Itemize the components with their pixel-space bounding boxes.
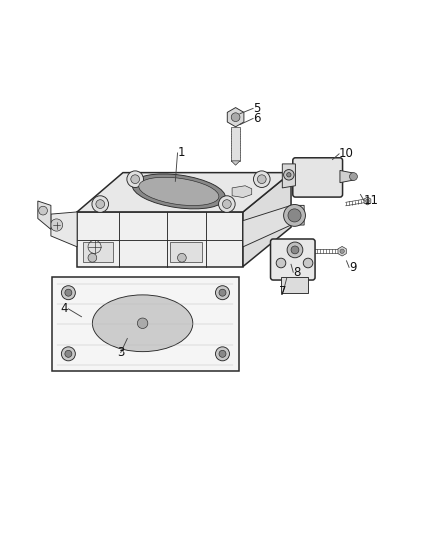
Circle shape bbox=[288, 209, 301, 222]
Circle shape bbox=[287, 242, 303, 258]
Text: 6: 6 bbox=[253, 112, 261, 125]
Text: 9: 9 bbox=[349, 261, 357, 274]
Circle shape bbox=[366, 199, 369, 203]
Polygon shape bbox=[38, 201, 51, 229]
Polygon shape bbox=[243, 173, 291, 266]
Polygon shape bbox=[340, 171, 353, 183]
Circle shape bbox=[50, 219, 63, 231]
Circle shape bbox=[61, 286, 75, 300]
Circle shape bbox=[284, 205, 305, 227]
Polygon shape bbox=[170, 243, 201, 262]
Polygon shape bbox=[243, 205, 304, 247]
Polygon shape bbox=[77, 212, 243, 266]
Text: 1: 1 bbox=[177, 147, 185, 159]
Ellipse shape bbox=[132, 174, 226, 209]
Text: 11: 11 bbox=[364, 194, 379, 207]
Circle shape bbox=[127, 171, 144, 188]
Circle shape bbox=[219, 196, 235, 212]
Circle shape bbox=[177, 253, 186, 262]
Circle shape bbox=[96, 200, 105, 208]
Text: 4: 4 bbox=[61, 302, 68, 316]
Ellipse shape bbox=[139, 177, 219, 206]
Ellipse shape bbox=[92, 295, 193, 352]
Circle shape bbox=[258, 175, 266, 183]
Circle shape bbox=[303, 258, 313, 268]
Circle shape bbox=[65, 289, 72, 296]
Circle shape bbox=[215, 286, 230, 300]
Polygon shape bbox=[77, 173, 291, 212]
Circle shape bbox=[291, 246, 299, 254]
Circle shape bbox=[65, 350, 72, 357]
Circle shape bbox=[219, 350, 226, 357]
Polygon shape bbox=[281, 277, 308, 293]
FancyBboxPatch shape bbox=[271, 239, 315, 280]
Polygon shape bbox=[227, 108, 244, 127]
Circle shape bbox=[131, 175, 140, 183]
Polygon shape bbox=[51, 212, 77, 247]
Circle shape bbox=[61, 347, 75, 361]
FancyBboxPatch shape bbox=[293, 158, 343, 197]
Polygon shape bbox=[364, 197, 371, 205]
Circle shape bbox=[219, 289, 226, 296]
Circle shape bbox=[276, 258, 286, 268]
Polygon shape bbox=[338, 246, 346, 256]
Circle shape bbox=[254, 171, 270, 188]
Circle shape bbox=[287, 173, 291, 177]
Circle shape bbox=[215, 347, 230, 361]
Polygon shape bbox=[283, 164, 295, 188]
Circle shape bbox=[231, 113, 240, 122]
Polygon shape bbox=[52, 277, 239, 372]
Text: 5: 5 bbox=[253, 102, 261, 115]
Circle shape bbox=[223, 200, 231, 208]
Circle shape bbox=[284, 169, 294, 180]
Circle shape bbox=[350, 173, 357, 181]
Polygon shape bbox=[83, 243, 113, 262]
Text: 10: 10 bbox=[339, 147, 354, 160]
Polygon shape bbox=[232, 185, 252, 198]
Circle shape bbox=[39, 206, 47, 215]
Circle shape bbox=[92, 196, 109, 212]
Text: 3: 3 bbox=[117, 346, 124, 359]
Circle shape bbox=[138, 318, 148, 328]
Circle shape bbox=[340, 249, 344, 253]
Circle shape bbox=[88, 253, 97, 262]
Text: 7: 7 bbox=[279, 285, 287, 298]
Polygon shape bbox=[231, 161, 240, 165]
Polygon shape bbox=[231, 127, 240, 161]
Text: 8: 8 bbox=[293, 265, 300, 279]
